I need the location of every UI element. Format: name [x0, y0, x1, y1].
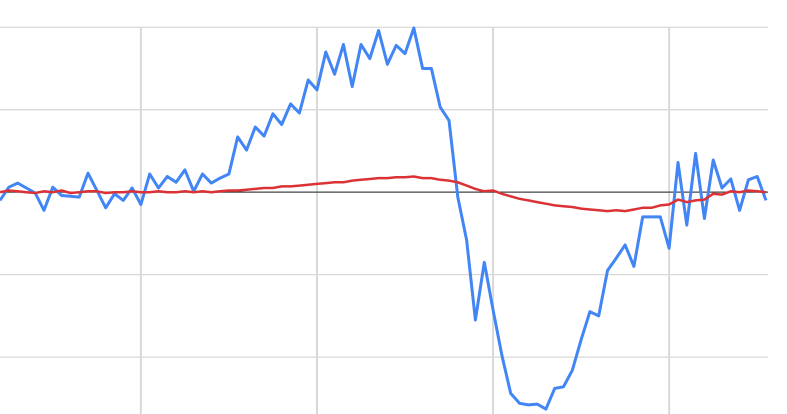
series-line-1: [0, 26, 768, 411]
series-line-2: [0, 175, 767, 213]
series-lines: [0, 26, 768, 411]
gridlines: [0, 26, 768, 414]
